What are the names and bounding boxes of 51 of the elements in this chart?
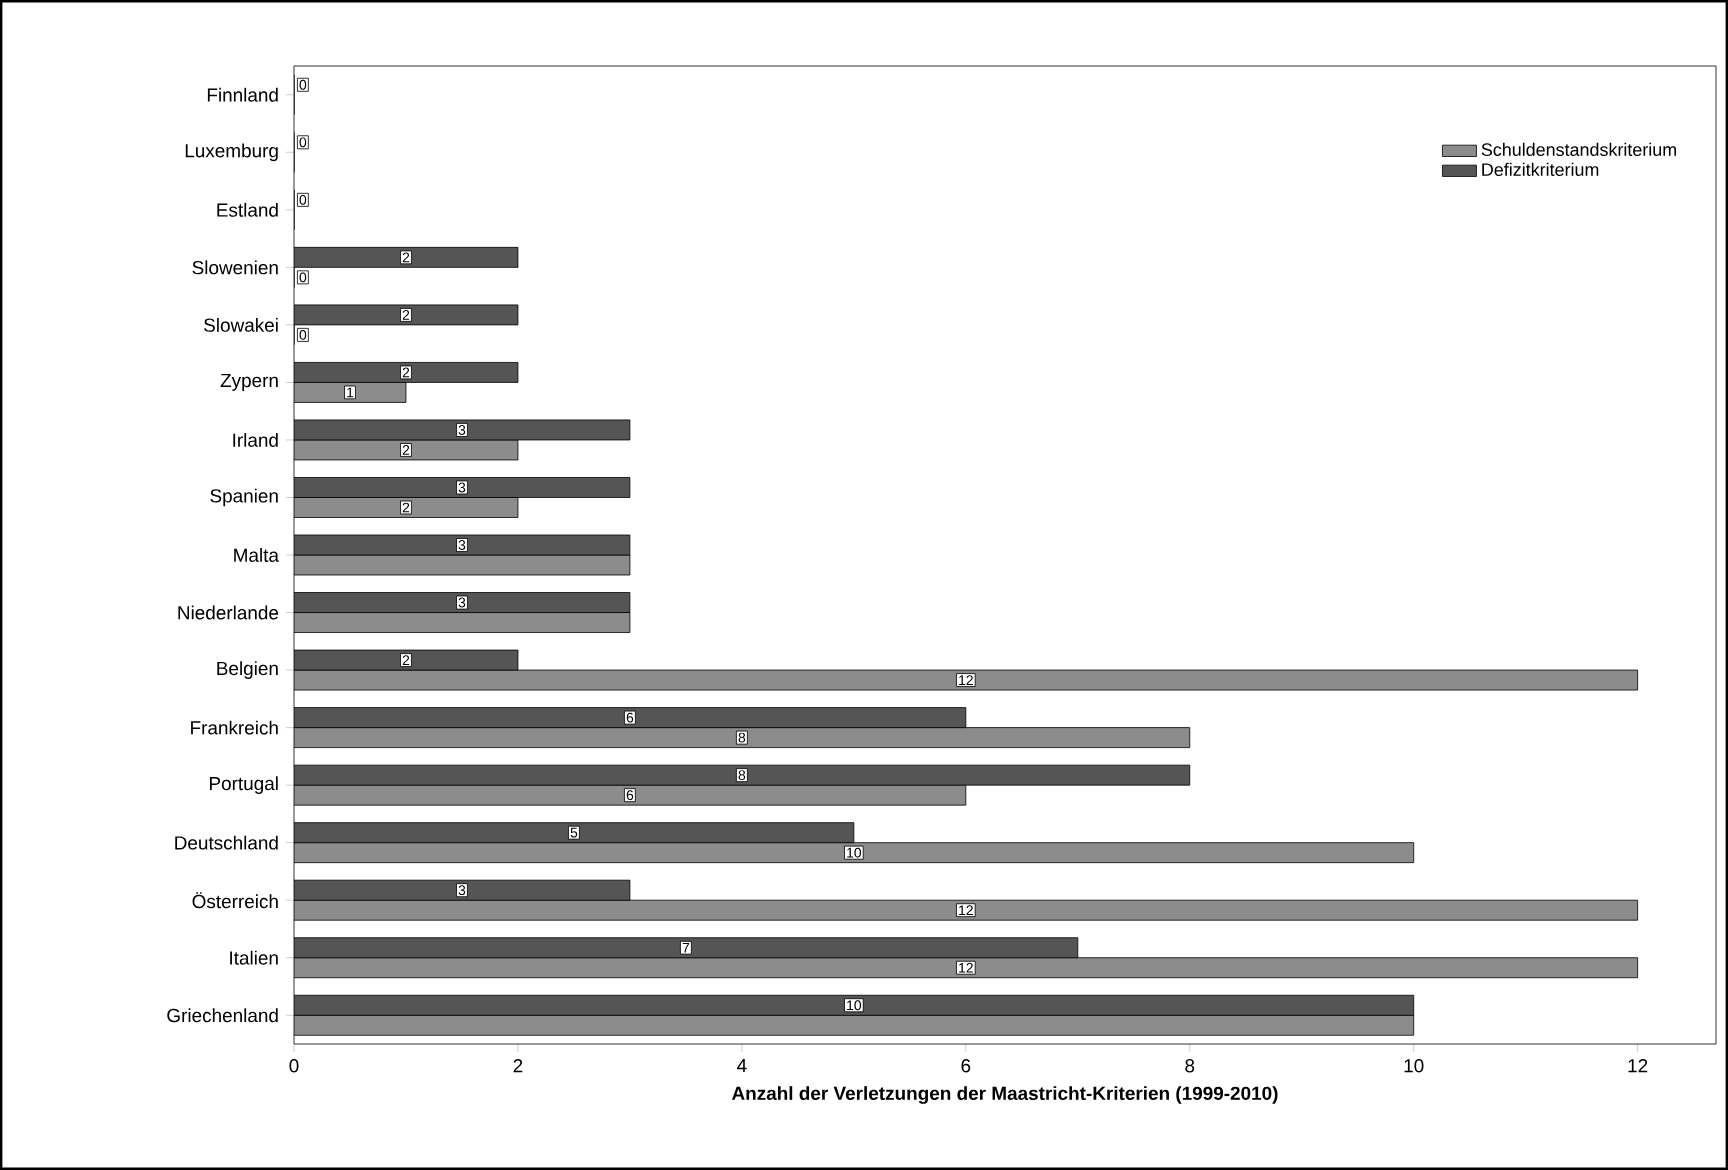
bar	[294, 994, 1415, 1016]
y-tick-label: Belgien	[217, 661, 278, 679]
y-tick-label: Luxemburg	[185, 143, 278, 162]
bar	[294, 439, 519, 461]
bar	[294, 612, 631, 633]
y-tick-label: Estland	[217, 202, 278, 217]
bar	[294, 477, 631, 498]
bar	[294, 957, 1639, 979]
y-tick-label: Slowakei	[204, 317, 278, 332]
bar	[294, 669, 1639, 691]
x-tick-label: 6	[961, 1059, 971, 1073]
y-tick-label: Malta	[234, 548, 279, 562]
bar	[294, 842, 1415, 864]
bar	[294, 879, 631, 901]
legend-label: Schuldenstandskriterium	[1481, 142, 1676, 157]
x-tick-label: 12	[1628, 1059, 1648, 1073]
x-tick-label: 4	[737, 1059, 747, 1073]
x-tick-label: 0	[289, 1059, 299, 1073]
x-tick-label: 2	[513, 1059, 523, 1073]
x-axis-title: Anzahl der Verletzungen der Maastricht-Kriterien (1999-2010)	[731, 1086, 1278, 1104]
y-tick-label: Österreich	[192, 892, 278, 909]
bar	[294, 419, 631, 441]
bar	[294, 707, 967, 728]
bar	[294, 822, 855, 844]
bar	[294, 764, 1191, 786]
y-tick-label: Italien	[230, 950, 278, 965]
bar	[294, 534, 631, 556]
x-tick-label: 10	[1404, 1059, 1424, 1073]
y-tick-label: Griechenland	[167, 1008, 278, 1023]
bar	[294, 592, 631, 613]
y-tick-label: Niederlande	[178, 605, 279, 620]
bar	[294, 1014, 1415, 1036]
bar	[294, 899, 1639, 921]
y-tick-label: Spanien	[210, 488, 278, 507]
y-tick-label: Slowenien	[192, 260, 278, 275]
bar	[294, 246, 519, 268]
y-tick-label: Zypern	[220, 373, 278, 391]
x-tick-label: 8	[1185, 1059, 1195, 1073]
bar	[294, 362, 519, 383]
bar	[294, 727, 1191, 748]
bar	[294, 304, 519, 326]
bar	[294, 784, 967, 806]
y-tick-label: Finnland	[207, 87, 278, 102]
y-tick-label: Portugal	[210, 776, 278, 794]
bar	[294, 497, 519, 518]
bar	[294, 649, 519, 671]
y-tick-label: Deutschland	[175, 835, 278, 850]
legend-label: Defizitkriterium	[1482, 162, 1599, 176]
bar	[294, 937, 1079, 959]
y-tick-label: Frankreich	[191, 720, 278, 735]
y-tick-label: Irland	[233, 433, 278, 447]
